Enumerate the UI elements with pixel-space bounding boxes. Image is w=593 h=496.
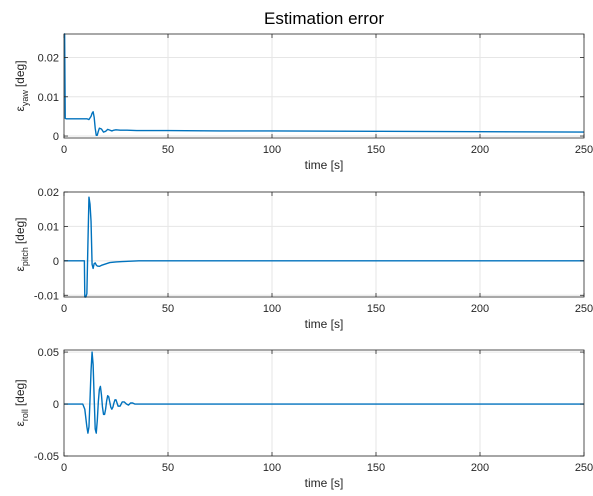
x-tick-label: 250 [575, 462, 593, 474]
y-tick-label: 0 [53, 131, 59, 143]
y-tick-label: 0.02 [38, 53, 59, 65]
figure-title: Estimation error [264, 9, 384, 28]
y-tick-label: 0.05 [38, 347, 59, 359]
y-axis-label-unit: [deg] [13, 379, 27, 406]
x-tick-label: 200 [471, 303, 489, 315]
x-tick-label: 250 [575, 303, 593, 315]
x-tick-label: 100 [263, 144, 281, 156]
series-line [64, 351, 584, 434]
x-tick-label: 0 [61, 303, 67, 315]
series-line [63, 33, 585, 136]
x-tick-label: 200 [471, 144, 489, 156]
x-tick-label: 50 [162, 144, 174, 156]
x-tick-label: 0 [61, 144, 67, 156]
y-axis-label-subscript: yaw [20, 90, 30, 107]
plot-area [64, 350, 584, 456]
y-tick-label: 0.01 [38, 221, 59, 233]
x-tick-label: 150 [367, 144, 385, 156]
y-axis-label-subscript: roll [20, 409, 30, 421]
y-tick-label: 0.02 [38, 187, 59, 199]
y-tick-label: -0.05 [34, 451, 59, 463]
y-tick-label: -0.01 [34, 290, 59, 302]
x-tick-label: 100 [263, 303, 281, 315]
y-axis-label-subscript: pitch [20, 247, 30, 266]
plot-area [64, 34, 584, 138]
x-tick-label: 150 [367, 462, 385, 474]
subplot-1: 0 50 100 150 200 250 0 0.01 0.02 time [s] εyaw [deg… [13, 33, 593, 172]
y-axis-label-unit: [deg] [13, 217, 27, 244]
y-tick-label: 0 [53, 399, 59, 411]
x-axis-label: time [s] [305, 476, 344, 490]
y-axis-label-unit: [deg] [13, 60, 27, 87]
y-axis-label-symbol: ε [13, 266, 27, 272]
y-axis-label: εyaw [deg] [13, 60, 30, 111]
y-axis-label: εroll [deg] [13, 379, 30, 426]
y-axis-label: εpitch [deg] [13, 217, 30, 271]
x-axis-label: time [s] [305, 317, 344, 331]
plot-area [64, 192, 584, 297]
x-axis-label: time [s] [305, 158, 344, 172]
axes-box [63, 191, 585, 298]
x-tick-label: 0 [61, 462, 67, 474]
y-tick-label: 0.01 [38, 92, 59, 104]
x-tick-label: 50 [162, 462, 174, 474]
y-axis-label-symbol: ε [13, 421, 27, 427]
x-tick-label: 150 [367, 303, 385, 315]
x-tick-label: 100 [263, 462, 281, 474]
y-axis-label-symbol: ε [13, 106, 27, 112]
y-tick-label: 0 [53, 256, 59, 268]
series-line [64, 196, 584, 298]
axes-box [63, 349, 585, 457]
x-tick-label: 200 [471, 462, 489, 474]
x-tick-label: 50 [162, 303, 174, 315]
x-tick-label: 250 [575, 144, 593, 156]
axes-box [63, 33, 585, 139]
